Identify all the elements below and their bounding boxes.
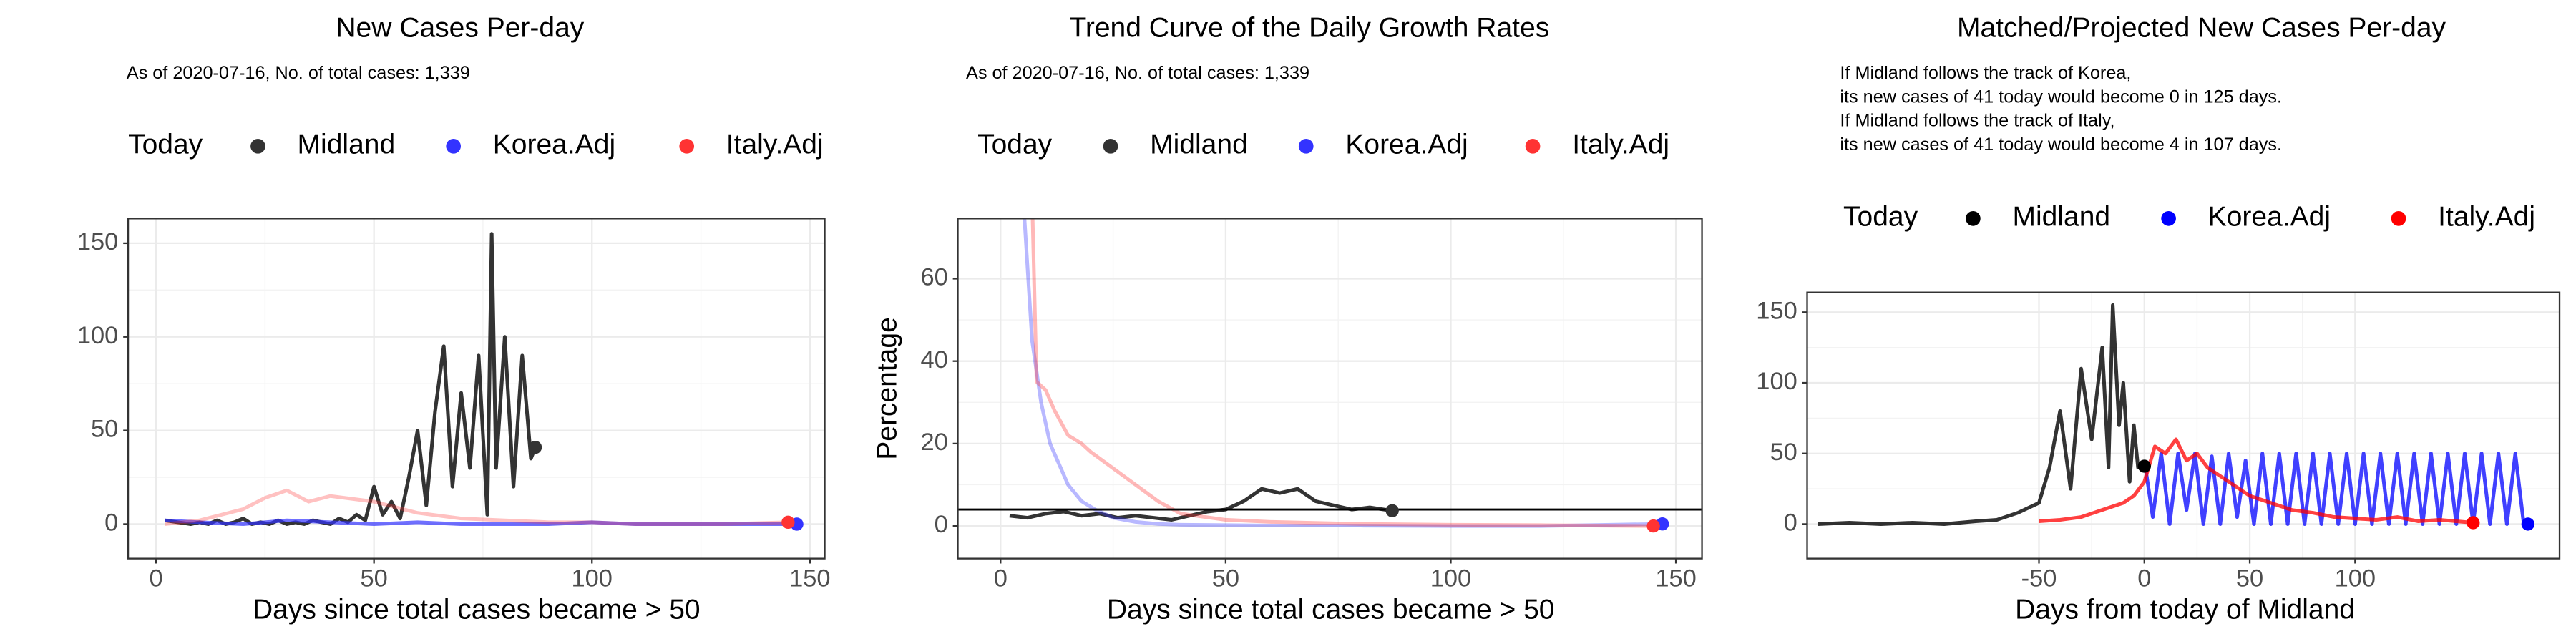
y-tick-label: 50: [1770, 439, 1797, 466]
legend-dot: [250, 139, 265, 154]
y-tick-label: 60: [920, 264, 947, 291]
y-tick-label: 40: [920, 346, 947, 374]
x-tick-label: 50: [2236, 565, 2263, 592]
legend-dot: [446, 139, 462, 154]
y-tick-label: 0: [1784, 509, 1797, 537]
y-tick-label: 150: [1756, 297, 1797, 324]
annotation: its new cases of 41 today would become 0…: [1840, 87, 2282, 107]
x-tick-label: 150: [1655, 565, 1696, 592]
today-point: [2521, 517, 2535, 531]
today-point: [781, 515, 795, 530]
legend-label: Midland: [2013, 202, 2111, 233]
legend-dot: [1966, 211, 1981, 226]
legend-title: Today: [977, 130, 1053, 160]
subtitle: As of 2020-07-16, No. of total cases: 1,…: [127, 63, 470, 83]
panel-border: [1806, 291, 2561, 560]
legend-title: Today: [128, 130, 203, 160]
chart-title: New Cases Per-day: [336, 13, 584, 44]
x-tick-label: 0: [994, 565, 1008, 592]
legend-label: Midland: [298, 130, 396, 160]
legend-label: Korea.Adj: [493, 130, 615, 160]
x-tick-label: -50: [2021, 565, 2057, 592]
x-axis-title: Days since total cases became > 50: [1107, 594, 1555, 625]
y-tick-label: 0: [935, 511, 948, 538]
y-tick-label: 100: [77, 322, 118, 349]
x-tick-label: 100: [2335, 565, 2376, 592]
legend-dot: [1298, 139, 1314, 154]
series-line: [1009, 487, 1393, 522]
series-line: [164, 232, 537, 526]
x-axis-title: Days from today of Midland: [2015, 594, 2355, 625]
x-tick-label: 0: [2137, 565, 2151, 592]
panel-bg: [957, 218, 1702, 559]
y-tick-label: 150: [77, 228, 118, 255]
x-tick-label: 150: [789, 565, 830, 592]
plot-area: [164, 232, 804, 531]
y-tick-label: 100: [1756, 368, 1797, 395]
panel-border: [957, 218, 1703, 560]
panel-border: [127, 218, 826, 560]
y-tick-label: 0: [104, 509, 118, 537]
legend-label: Italy.Adj: [2438, 202, 2535, 233]
chart-title: Trend Curve of the Daily Growth Rates: [1069, 13, 1549, 44]
x-axis-title: Days since total cases became > 50: [253, 594, 701, 625]
plot-area: [957, 218, 1702, 533]
today-point: [1646, 519, 1660, 533]
plot-area: [1818, 303, 2535, 531]
series-line: [165, 518, 797, 526]
series-line: [1030, 218, 1654, 528]
today-point: [2137, 459, 2151, 473]
series-line: [2039, 437, 2474, 525]
panel-bg: [1807, 292, 2560, 559]
today-point: [2467, 516, 2480, 530]
series-line: [164, 488, 789, 526]
legend-dot: [2161, 211, 2176, 226]
x-tick-label: 50: [1212, 565, 1239, 592]
legend-dot: [2391, 211, 2406, 226]
annotation: If Midland follows the track of Italy,: [1840, 111, 2114, 131]
legend-label: Midland: [1150, 130, 1248, 160]
series-line: [1818, 303, 2145, 526]
x-tick-label: 0: [149, 565, 162, 592]
legend-label: Italy.Adj: [1572, 130, 1669, 160]
legend-dot: [679, 139, 695, 154]
legend-label: Italy.Adj: [726, 130, 824, 160]
y-tick-label: 50: [91, 416, 118, 443]
annotation: its new cases of 41 today would become 4…: [1840, 135, 2282, 155]
legend-dot: [1525, 139, 1541, 154]
series-line: [1023, 218, 1663, 528]
x-tick-label: 50: [361, 565, 388, 592]
x-tick-label: 100: [1430, 565, 1471, 592]
series-line: [2142, 452, 2528, 526]
x-tick-label: 100: [572, 565, 613, 592]
legend-label: Korea.Adj: [1345, 130, 1468, 160]
subtitle: As of 2020-07-16, No. of total cases: 1,…: [966, 63, 1309, 83]
today-point: [1385, 504, 1399, 517]
legend-label: Korea.Adj: [2208, 202, 2331, 233]
legend-title: Today: [1843, 202, 1918, 233]
today-point: [528, 440, 542, 454]
legend-dot: [1103, 139, 1118, 154]
y-tick-label: 20: [920, 429, 947, 456]
y-axis-title: Percentage: [872, 317, 902, 460]
annotation: If Midland follows the track of Korea,: [1840, 63, 2131, 83]
chart-title: Matched/Projected New Cases Per-day: [1957, 13, 2446, 44]
